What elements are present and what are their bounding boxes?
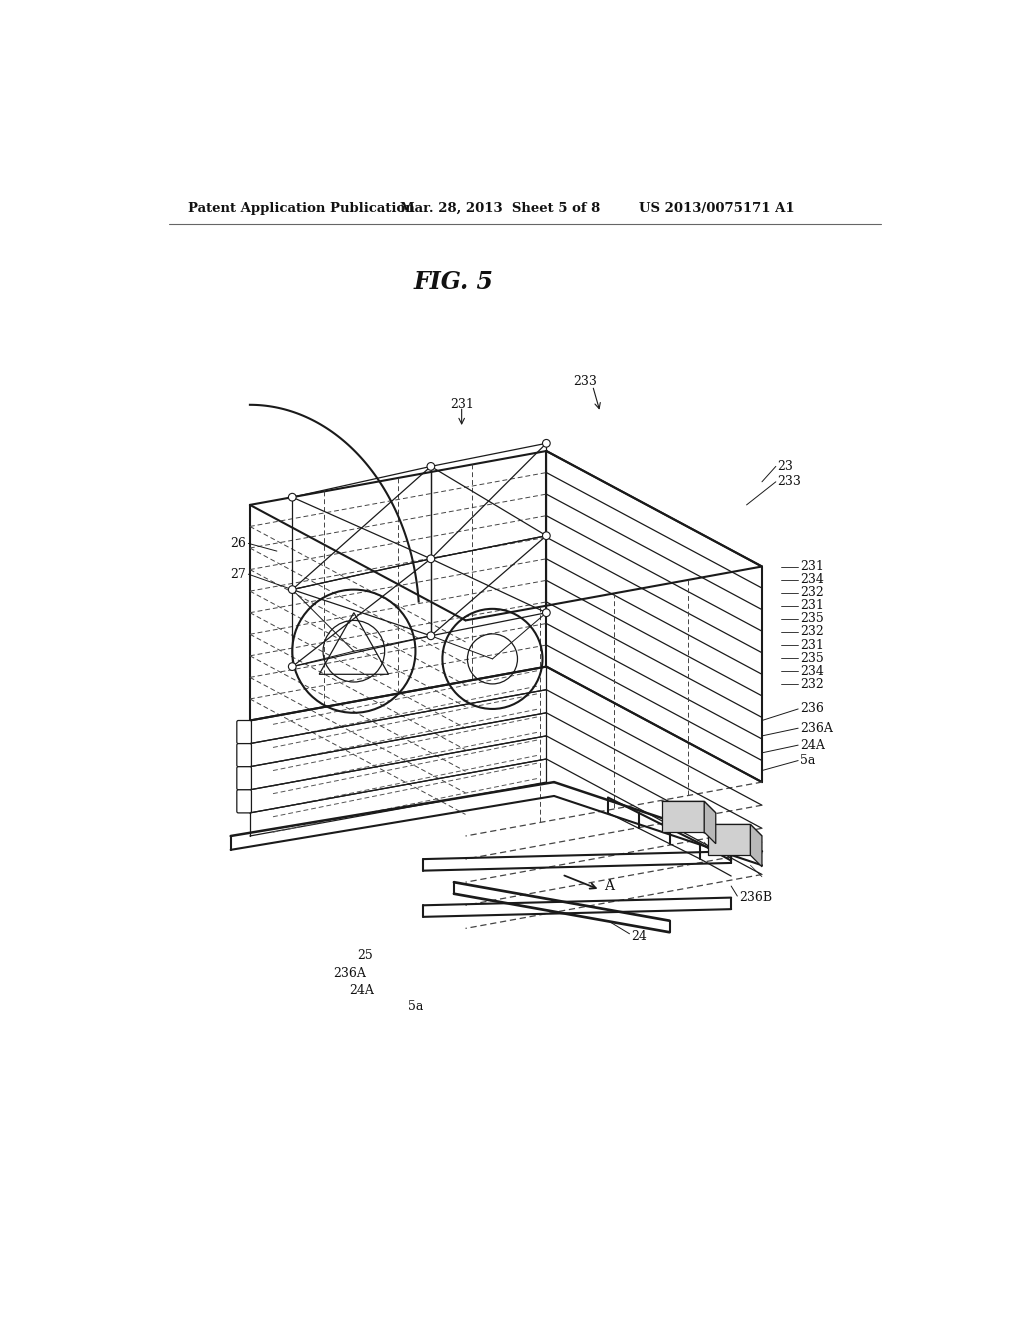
Text: Mar. 28, 2013  Sheet 5 of 8: Mar. 28, 2013 Sheet 5 of 8: [400, 202, 600, 215]
Circle shape: [289, 663, 296, 671]
Text: 235: 235: [801, 652, 824, 665]
Text: 233: 233: [572, 375, 597, 388]
Text: 231: 231: [801, 599, 824, 612]
FancyBboxPatch shape: [237, 789, 252, 813]
Circle shape: [289, 494, 296, 502]
Text: 236: 236: [801, 702, 824, 715]
Text: 5a: 5a: [801, 754, 816, 767]
Circle shape: [543, 609, 550, 616]
Circle shape: [289, 586, 296, 594]
Text: 232: 232: [801, 677, 824, 690]
Circle shape: [427, 554, 435, 562]
Text: 24: 24: [631, 929, 647, 942]
Text: 232: 232: [801, 626, 824, 639]
Text: 26: 26: [230, 537, 247, 550]
FancyBboxPatch shape: [237, 721, 252, 743]
Text: 232: 232: [801, 586, 824, 599]
Text: 236A: 236A: [334, 966, 367, 979]
Polygon shape: [708, 825, 762, 836]
Text: A: A: [604, 879, 614, 894]
Text: 231: 231: [801, 560, 824, 573]
Text: 25: 25: [357, 949, 374, 962]
Text: 236A: 236A: [801, 722, 834, 735]
Text: 234: 234: [801, 665, 824, 677]
Text: 236B: 236B: [739, 891, 772, 904]
Polygon shape: [662, 801, 716, 813]
Text: US 2013/0075171 A1: US 2013/0075171 A1: [639, 202, 795, 215]
Circle shape: [543, 440, 550, 447]
Text: 24A: 24A: [801, 739, 825, 751]
Text: FIG. 5: FIG. 5: [414, 269, 494, 293]
Text: 231: 231: [801, 639, 824, 652]
Text: 27: 27: [230, 568, 247, 581]
Text: 233: 233: [777, 475, 801, 488]
Circle shape: [427, 462, 435, 470]
Text: 234: 234: [801, 573, 824, 586]
Text: Patent Application Publication: Patent Application Publication: [188, 202, 415, 215]
Text: 5a: 5a: [408, 1001, 423, 1014]
Text: 231: 231: [450, 399, 473, 412]
FancyBboxPatch shape: [237, 767, 252, 789]
Polygon shape: [662, 801, 705, 832]
Polygon shape: [708, 825, 751, 855]
Text: 24A: 24A: [349, 983, 374, 997]
Polygon shape: [705, 801, 716, 843]
Text: 235: 235: [801, 612, 824, 626]
Text: 23: 23: [777, 459, 794, 473]
FancyBboxPatch shape: [237, 743, 252, 767]
Polygon shape: [751, 825, 762, 867]
Circle shape: [427, 632, 435, 640]
Circle shape: [543, 532, 550, 540]
